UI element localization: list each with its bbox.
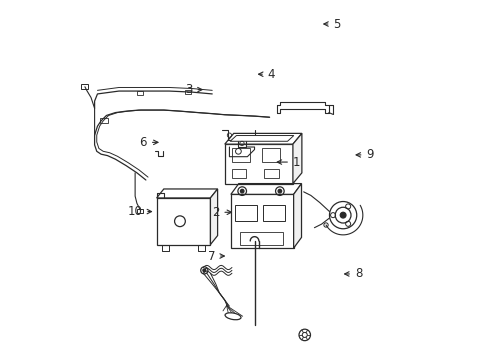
Text: 4: 4 (258, 68, 275, 81)
Polygon shape (210, 189, 217, 244)
Bar (231, 148, 249, 162)
Bar (137, 91, 143, 95)
Polygon shape (156, 189, 217, 198)
Bar (185, 90, 191, 94)
Polygon shape (293, 184, 301, 248)
Bar (235, 205, 256, 221)
Polygon shape (224, 134, 301, 144)
Bar (263, 205, 284, 221)
Circle shape (203, 269, 205, 272)
Text: 1: 1 (277, 156, 300, 168)
Bar (230, 194, 293, 248)
Bar (231, 169, 246, 178)
Circle shape (340, 212, 346, 218)
Bar (156, 198, 210, 244)
Text: 8: 8 (344, 267, 362, 280)
Bar (100, 118, 107, 123)
Text: 3: 3 (185, 83, 202, 96)
Text: 2: 2 (211, 206, 231, 219)
Bar (137, 209, 143, 213)
Text: 5: 5 (323, 18, 340, 31)
Bar (262, 148, 280, 162)
Circle shape (278, 189, 281, 193)
Bar (81, 84, 88, 89)
Ellipse shape (224, 313, 241, 320)
Polygon shape (292, 134, 301, 184)
Text: 9: 9 (355, 148, 373, 161)
Polygon shape (230, 135, 293, 141)
Bar (239, 232, 282, 244)
Text: 7: 7 (207, 249, 224, 262)
Bar (224, 144, 292, 184)
Bar (264, 169, 278, 178)
Text: 6: 6 (139, 136, 158, 149)
Polygon shape (230, 184, 301, 194)
Text: 10: 10 (127, 205, 151, 218)
Circle shape (240, 189, 244, 193)
